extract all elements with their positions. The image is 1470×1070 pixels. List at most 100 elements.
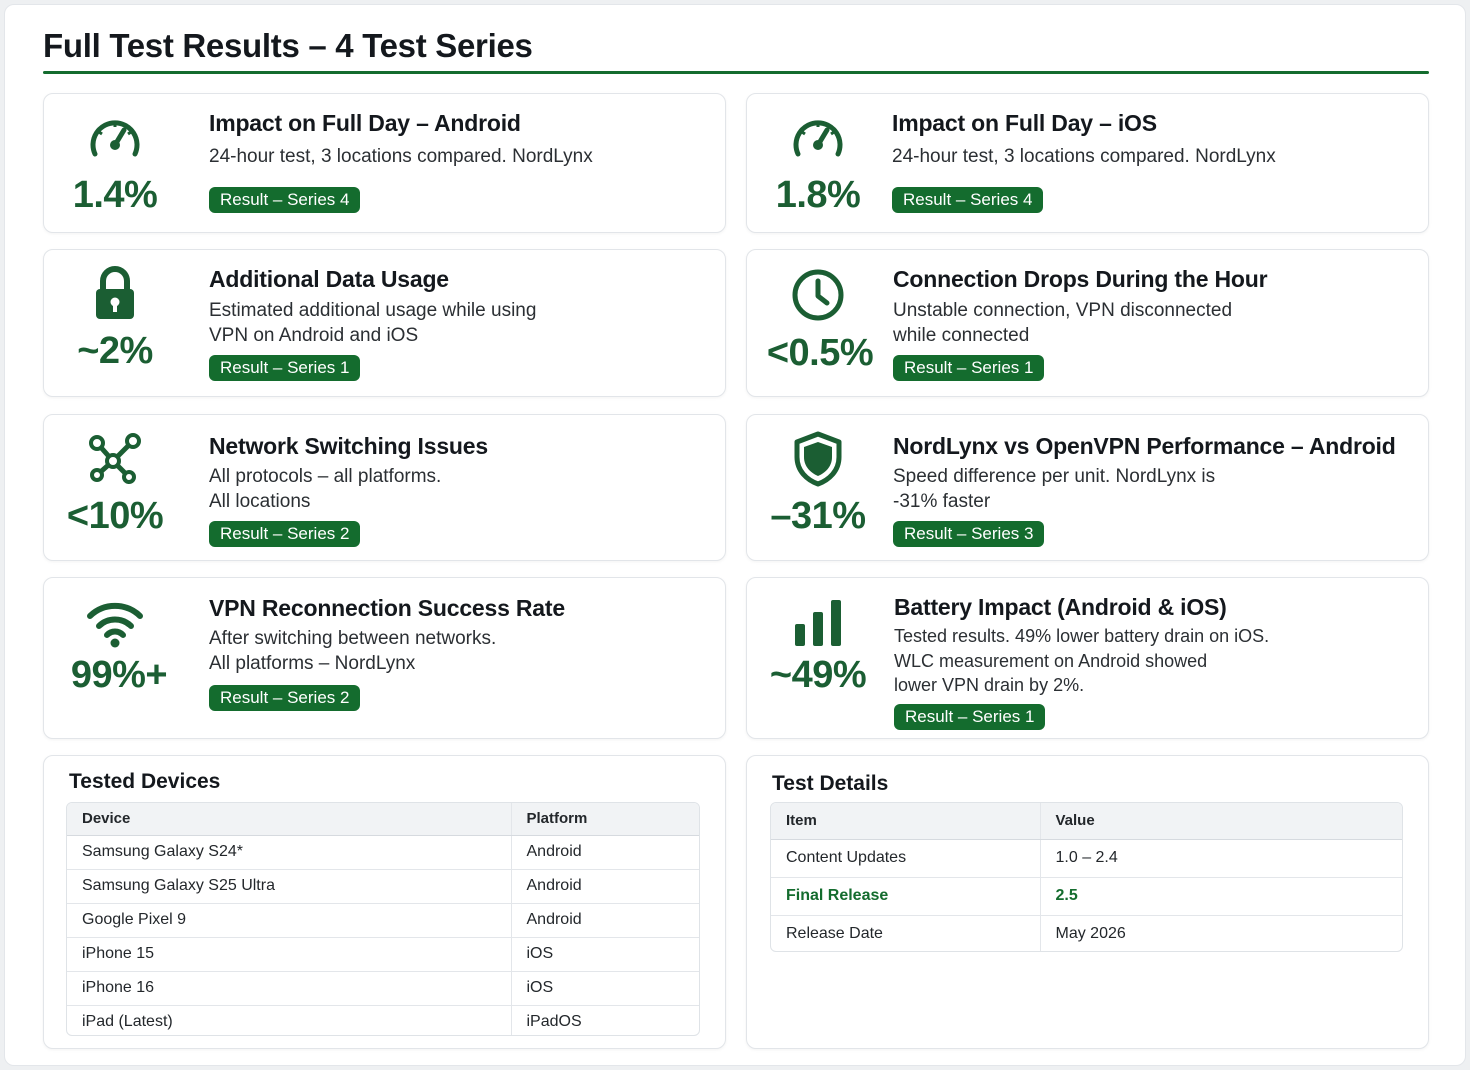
description-line: Unstable connection, VPN disconnected [893, 300, 1233, 321]
result-badge: Result – Series 2 [209, 521, 361, 547]
device-cell: iPad (Latest) [82, 1013, 173, 1031]
card-title: VPN Reconnection Success Rate [209, 595, 565, 621]
card-data-usage: ~2% Additional Data Usage Estimated addi… [43, 249, 726, 397]
description-line: -31% faster [893, 491, 991, 512]
table-row-highlighted: Final Release 2.5 [771, 877, 1402, 916]
result-badge: Result – Series 3 [893, 521, 1045, 547]
result-badge: Result – Series 1 [209, 355, 361, 381]
table-row: Samsung Galaxy S24* Android [67, 835, 699, 870]
panel-title: Tested Devices [69, 770, 221, 793]
card-title: Additional Data Usage [209, 266, 449, 292]
card-title: Network Switching Issues [209, 433, 488, 459]
result-badge: Result – Series 4 [209, 187, 361, 213]
table-row: Google Pixel 9 Android [67, 903, 699, 938]
description-line: while connected [893, 325, 1030, 346]
page-title: Full Test Results – 4 Test Series [43, 27, 533, 64]
description-line: Tested results. 49% lower battery drain … [894, 626, 1270, 646]
table-row: Samsung Galaxy S25 Ultra Android [67, 869, 699, 904]
card-battery-impact: ~49% Battery Impact (Android & iOS) Test… [746, 577, 1429, 739]
card-description: Estimated additional usage while using V… [209, 298, 536, 348]
card-protocol-performance: –31% NordLynx vs OpenVPN Performance – A… [746, 414, 1429, 561]
card-title: Impact on Full Day – iOS [892, 110, 1157, 136]
column-header: Device [67, 803, 511, 836]
platform-cell: iPadOS [510, 1005, 699, 1035]
card-description: Tested results. 49% lower battery drain … [894, 624, 1269, 698]
value-cell: 1.0 – 2.4 [1039, 839, 1402, 878]
device-cell: iPhone 16 [67, 971, 511, 1006]
card-title: Impact on Full Day – Android [209, 110, 521, 136]
metric-value: 1.4% [72, 174, 158, 216]
metric-value: ~2% [77, 330, 153, 372]
device-cell: iPhone 15 [67, 937, 511, 972]
card-description: Unstable connection, VPN disconnected wh… [893, 298, 1232, 348]
devices-table: Device Platform Samsung Galaxy S24* Andr… [67, 803, 699, 1035]
card-impact-android: 1.4% Impact on Full Day – Android 24-hou… [43, 93, 726, 233]
clock-icon [747, 268, 889, 322]
description-line: All protocols – all platforms. [209, 466, 442, 487]
description-line: All locations [209, 491, 311, 512]
card-description: Speed difference per unit. NordLynx is -… [893, 464, 1215, 514]
description-line: All platforms – NordLynx [209, 653, 416, 674]
card-connection-drops: <0.5% Connection Drops During the Hour U… [746, 249, 1429, 397]
description-line: lower VPN drain by 2%. [894, 675, 1085, 695]
value-cell: May 2026 [1039, 915, 1402, 951]
value-cell: 2.5 [1039, 877, 1402, 916]
column-header: Value [1039, 803, 1402, 840]
speedometer-icon [747, 110, 889, 160]
card-title: NordLynx vs OpenVPN Performance – Androi… [893, 433, 1396, 459]
card-description: 24-hour test, 3 locations compared. Nord… [209, 146, 593, 167]
platform-cell: iOS [510, 971, 699, 1006]
platform-cell: Android [510, 835, 699, 870]
metric-value: <10% [66, 495, 164, 537]
result-badge: Result – Series 4 [892, 187, 1044, 213]
results-page: Full Test Results – 4 Test Series 1.4% I… [4, 4, 1466, 1066]
card-description: After switching between networks. All pl… [209, 626, 496, 676]
details-table-wrapper: Item Value Content Updates 1.0 – 2.4 Fin… [770, 802, 1403, 952]
card-title: Connection Drops During the Hour [893, 266, 1268, 292]
description-line: WLC measurement on Android showed [894, 650, 1208, 671]
platform-cell: Android [510, 903, 699, 938]
description-line: After switching between networks. [209, 628, 497, 649]
table-row: iPad (Latest) iPadOS [67, 1005, 699, 1035]
column-header: Item [771, 803, 1040, 840]
metric-value: 99%+ [70, 654, 168, 696]
bar-chart-icon [747, 600, 889, 646]
item-cell: Final Release [771, 877, 1040, 916]
panel-title: Test Details [772, 772, 889, 795]
card-description: All protocols – all platforms. All locat… [209, 464, 441, 514]
metric-value: 1.8% [775, 174, 861, 216]
description-line: Estimated additional usage while using [209, 300, 537, 321]
wifi-icon [44, 598, 186, 648]
metric-value: –31% [770, 495, 866, 537]
card-network-switching: <10% Network Switching Issues All protoc… [43, 414, 726, 561]
card-title: Battery Impact (Android & iOS) [894, 594, 1227, 620]
table-row: Release Date May 2026 [771, 915, 1402, 951]
tested-devices-panel: Tested Devices Device Platform Samsung G… [43, 755, 726, 1049]
devices-table-wrapper: Device Platform Samsung Galaxy S24* Andr… [66, 802, 700, 1036]
result-badge: Result – Series 2 [209, 685, 361, 711]
device-cell: Google Pixel 9 [67, 903, 511, 938]
lock-icon [44, 266, 186, 322]
shield-icon [747, 431, 889, 487]
device-cell: Samsung Galaxy S25 Ultra [67, 869, 511, 904]
table-header-row: Device Platform [67, 803, 699, 836]
column-header: Platform [510, 803, 699, 836]
platform-cell: Android [510, 869, 699, 904]
table-row: Content Updates 1.0 – 2.4 [771, 839, 1402, 878]
result-badge: Result – Series 1 [894, 704, 1046, 730]
table-row: iPhone 16 iOS [67, 971, 699, 1006]
table-header-row: Item Value [771, 803, 1402, 840]
details-table: Item Value Content Updates 1.0 – 2.4 Fin… [771, 803, 1402, 951]
test-details-panel: Test Details Item Value Content Updates … [746, 755, 1429, 1049]
metric-value: <0.5% [766, 332, 874, 374]
result-badge: Result – Series 1 [893, 355, 1045, 381]
speedometer-icon [44, 110, 186, 160]
item-cell: Release Date [786, 925, 883, 943]
card-description: 24-hour test, 3 locations compared. Nord… [892, 146, 1276, 167]
device-cell: Samsung Galaxy S24* [67, 835, 511, 870]
table-row: iPhone 15 iOS [67, 937, 699, 972]
metric-value: ~49% [769, 654, 867, 696]
card-reconnection-rate: 99%+ VPN Reconnection Success Rate After… [43, 577, 726, 739]
description-line: Speed difference per unit. NordLynx is [893, 466, 1216, 487]
item-cell: Content Updates [771, 839, 1040, 878]
